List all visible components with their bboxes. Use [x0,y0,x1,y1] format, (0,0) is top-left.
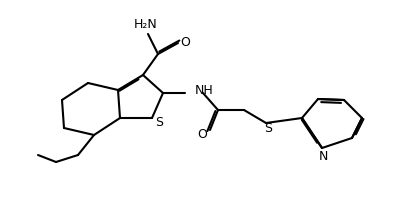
Text: N: N [318,149,328,162]
Text: S: S [264,122,272,135]
Text: O: O [197,128,207,141]
Text: S: S [155,116,163,128]
Text: O: O [180,36,190,50]
Text: NH: NH [195,84,214,97]
Text: H₂N: H₂N [134,19,158,32]
